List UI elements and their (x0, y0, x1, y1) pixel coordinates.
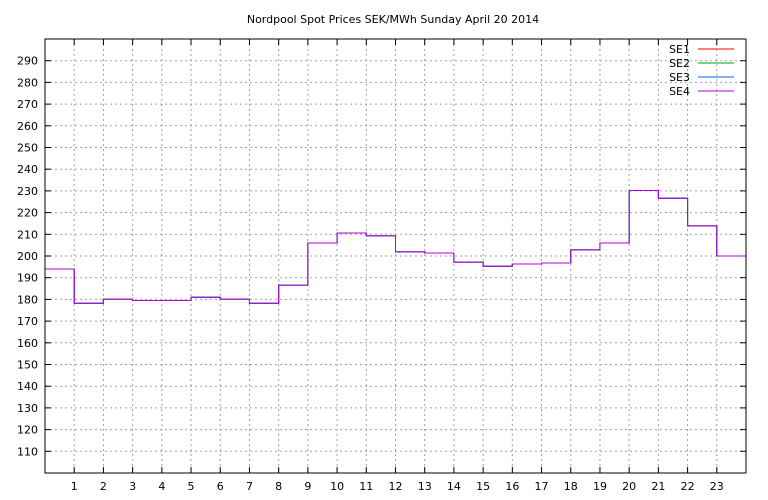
x-tick-label: 15 (476, 480, 490, 493)
x-tick-label: 10 (330, 480, 344, 493)
x-tick-label: 2 (100, 480, 107, 493)
x-tick-label: 19 (593, 480, 607, 493)
x-tick-label: 9 (304, 480, 311, 493)
legend-label: SE4 (669, 85, 690, 98)
y-tick-label: 220 (17, 207, 38, 220)
y-tick-label: 150 (17, 359, 38, 372)
legend-label: SE1 (669, 43, 690, 56)
x-tick-label: 22 (681, 480, 695, 493)
y-tick-label: 230 (17, 185, 38, 198)
x-tick-label: 23 (710, 480, 724, 493)
x-tick-label: 21 (651, 480, 665, 493)
y-tick-label: 130 (17, 402, 38, 415)
series-line-se4 (45, 189, 746, 304)
y-tick-label: 170 (17, 315, 38, 328)
y-tick-label: 290 (17, 55, 38, 68)
y-tick-label: 180 (17, 293, 38, 306)
x-tick-label: 8 (275, 480, 282, 493)
series-group (45, 189, 746, 304)
x-tick-label: 17 (535, 480, 549, 493)
y-tick-label: 110 (17, 445, 38, 458)
x-tick-label: 20 (622, 480, 636, 493)
x-axis-ticks: 1 2 3 4 5 6 7 8 9 10 11 12 13 14 15 16 17 18 19 20 21 22 23 (71, 39, 724, 493)
x-tick-label: 4 (158, 480, 165, 493)
y-tick-label: 160 (17, 337, 38, 350)
y-tick-label: 140 (17, 380, 38, 393)
y-tick-label: 210 (17, 228, 38, 241)
x-tick-label: 16 (505, 480, 519, 493)
legend-label: SE3 (669, 71, 690, 84)
y-tick-label: 240 (17, 163, 38, 176)
legend-label: SE2 (669, 57, 690, 70)
x-tick-label: 6 (217, 480, 224, 493)
x-tick-label: 13 (418, 480, 432, 493)
grid (45, 39, 746, 473)
y-tick-label: 120 (17, 424, 38, 437)
y-tick-label: 270 (17, 98, 38, 111)
y-tick-label: 200 (17, 250, 38, 263)
x-tick-label: 7 (246, 480, 253, 493)
plot-border (44, 38, 747, 474)
y-tick-label: 260 (17, 120, 38, 133)
chart-title: Nordpool Spot Prices SEK/MWh Sunday Apri… (247, 13, 539, 26)
y-tick-label: 190 (17, 272, 38, 285)
y-axis-ticks: 110 120 130 140 150 160 170 180 190 200 210 220 230 2… (17, 55, 746, 458)
x-tick-label: 18 (564, 480, 578, 493)
x-tick-label: 3 (129, 480, 136, 493)
x-tick-label: 12 (389, 480, 403, 493)
x-tick-label: 14 (447, 480, 461, 493)
x-tick-label: 5 (188, 480, 195, 493)
y-tick-label: 280 (17, 76, 38, 89)
y-tick-label: 250 (17, 142, 38, 155)
x-tick-label: 11 (359, 480, 373, 493)
x-tick-label: 1 (71, 480, 78, 493)
